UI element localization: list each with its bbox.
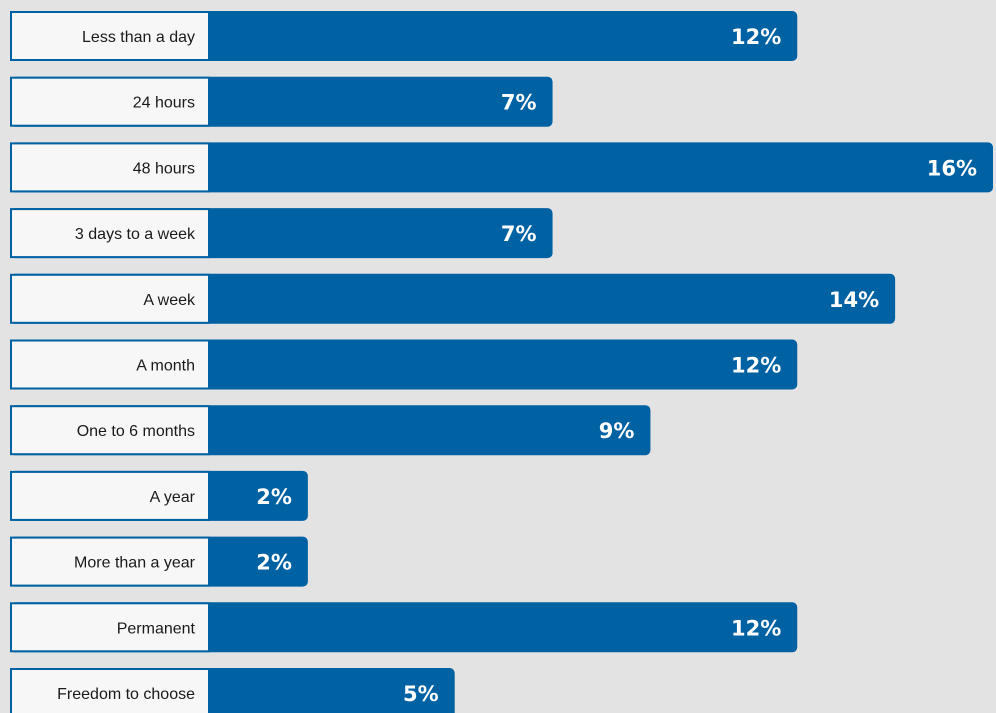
category-label: Less than a day (82, 29, 195, 46)
category-label: A month (136, 358, 195, 375)
category-label-box (10, 11, 210, 61)
bar-row: One to 6 months 9% (10, 405, 651, 456)
category-label: Freedom to choose (57, 686, 195, 703)
value-label: 12% (731, 616, 781, 640)
value-label: 7% (501, 222, 537, 246)
category-label: A year (150, 489, 196, 506)
category-label: A week (143, 292, 196, 309)
category-label: Permanent (117, 620, 196, 637)
value-label: 5% (403, 682, 439, 706)
value-label: 12% (731, 354, 781, 378)
bar-row: A month 12% (10, 339, 798, 390)
value-label: 9% (599, 419, 635, 443)
category-label-box (10, 405, 210, 456)
bar-row: More than a year 2% (10, 536, 308, 587)
bar-rows: Less than a day 12% 24 hours 7% 48 hours 16% 3… (10, 11, 993, 713)
category-label: 24 hours (133, 95, 195, 112)
category-label-box (10, 142, 210, 193)
category-label: 3 days to a week (75, 226, 196, 243)
category-label: More than a year (74, 555, 196, 572)
category-label-box (10, 668, 210, 713)
category-label-box (10, 536, 210, 587)
value-label: 2% (256, 551, 292, 575)
bar-row: Permanent 12% (10, 602, 798, 653)
value-label: 7% (501, 91, 537, 115)
value-label: 12% (731, 25, 781, 49)
bar-row: 24 hours 7% (10, 76, 553, 127)
category-label-box (10, 602, 210, 653)
bar-row: Freedom to choose 5% (10, 668, 455, 713)
value-label: 14% (829, 288, 879, 312)
category-label: 48 hours (133, 160, 195, 177)
bar (10, 142, 993, 193)
category-label-box (10, 76, 210, 127)
bar (10, 273, 896, 324)
bar-row: Less than a day 12% (10, 11, 798, 61)
category-label: One to 6 months (77, 423, 195, 440)
bar-row: 48 hours 16% (10, 142, 993, 193)
bar-row: A year 2% (10, 470, 308, 521)
value-label: 16% (927, 156, 977, 180)
bar-row: A week 14% (10, 273, 896, 324)
category-label-box (10, 470, 210, 521)
bar-row: 3 days to a week 7% (10, 208, 553, 259)
value-label: 2% (256, 485, 292, 509)
category-label-box (10, 208, 210, 259)
category-label-box (10, 273, 210, 324)
category-label-box (10, 339, 210, 390)
